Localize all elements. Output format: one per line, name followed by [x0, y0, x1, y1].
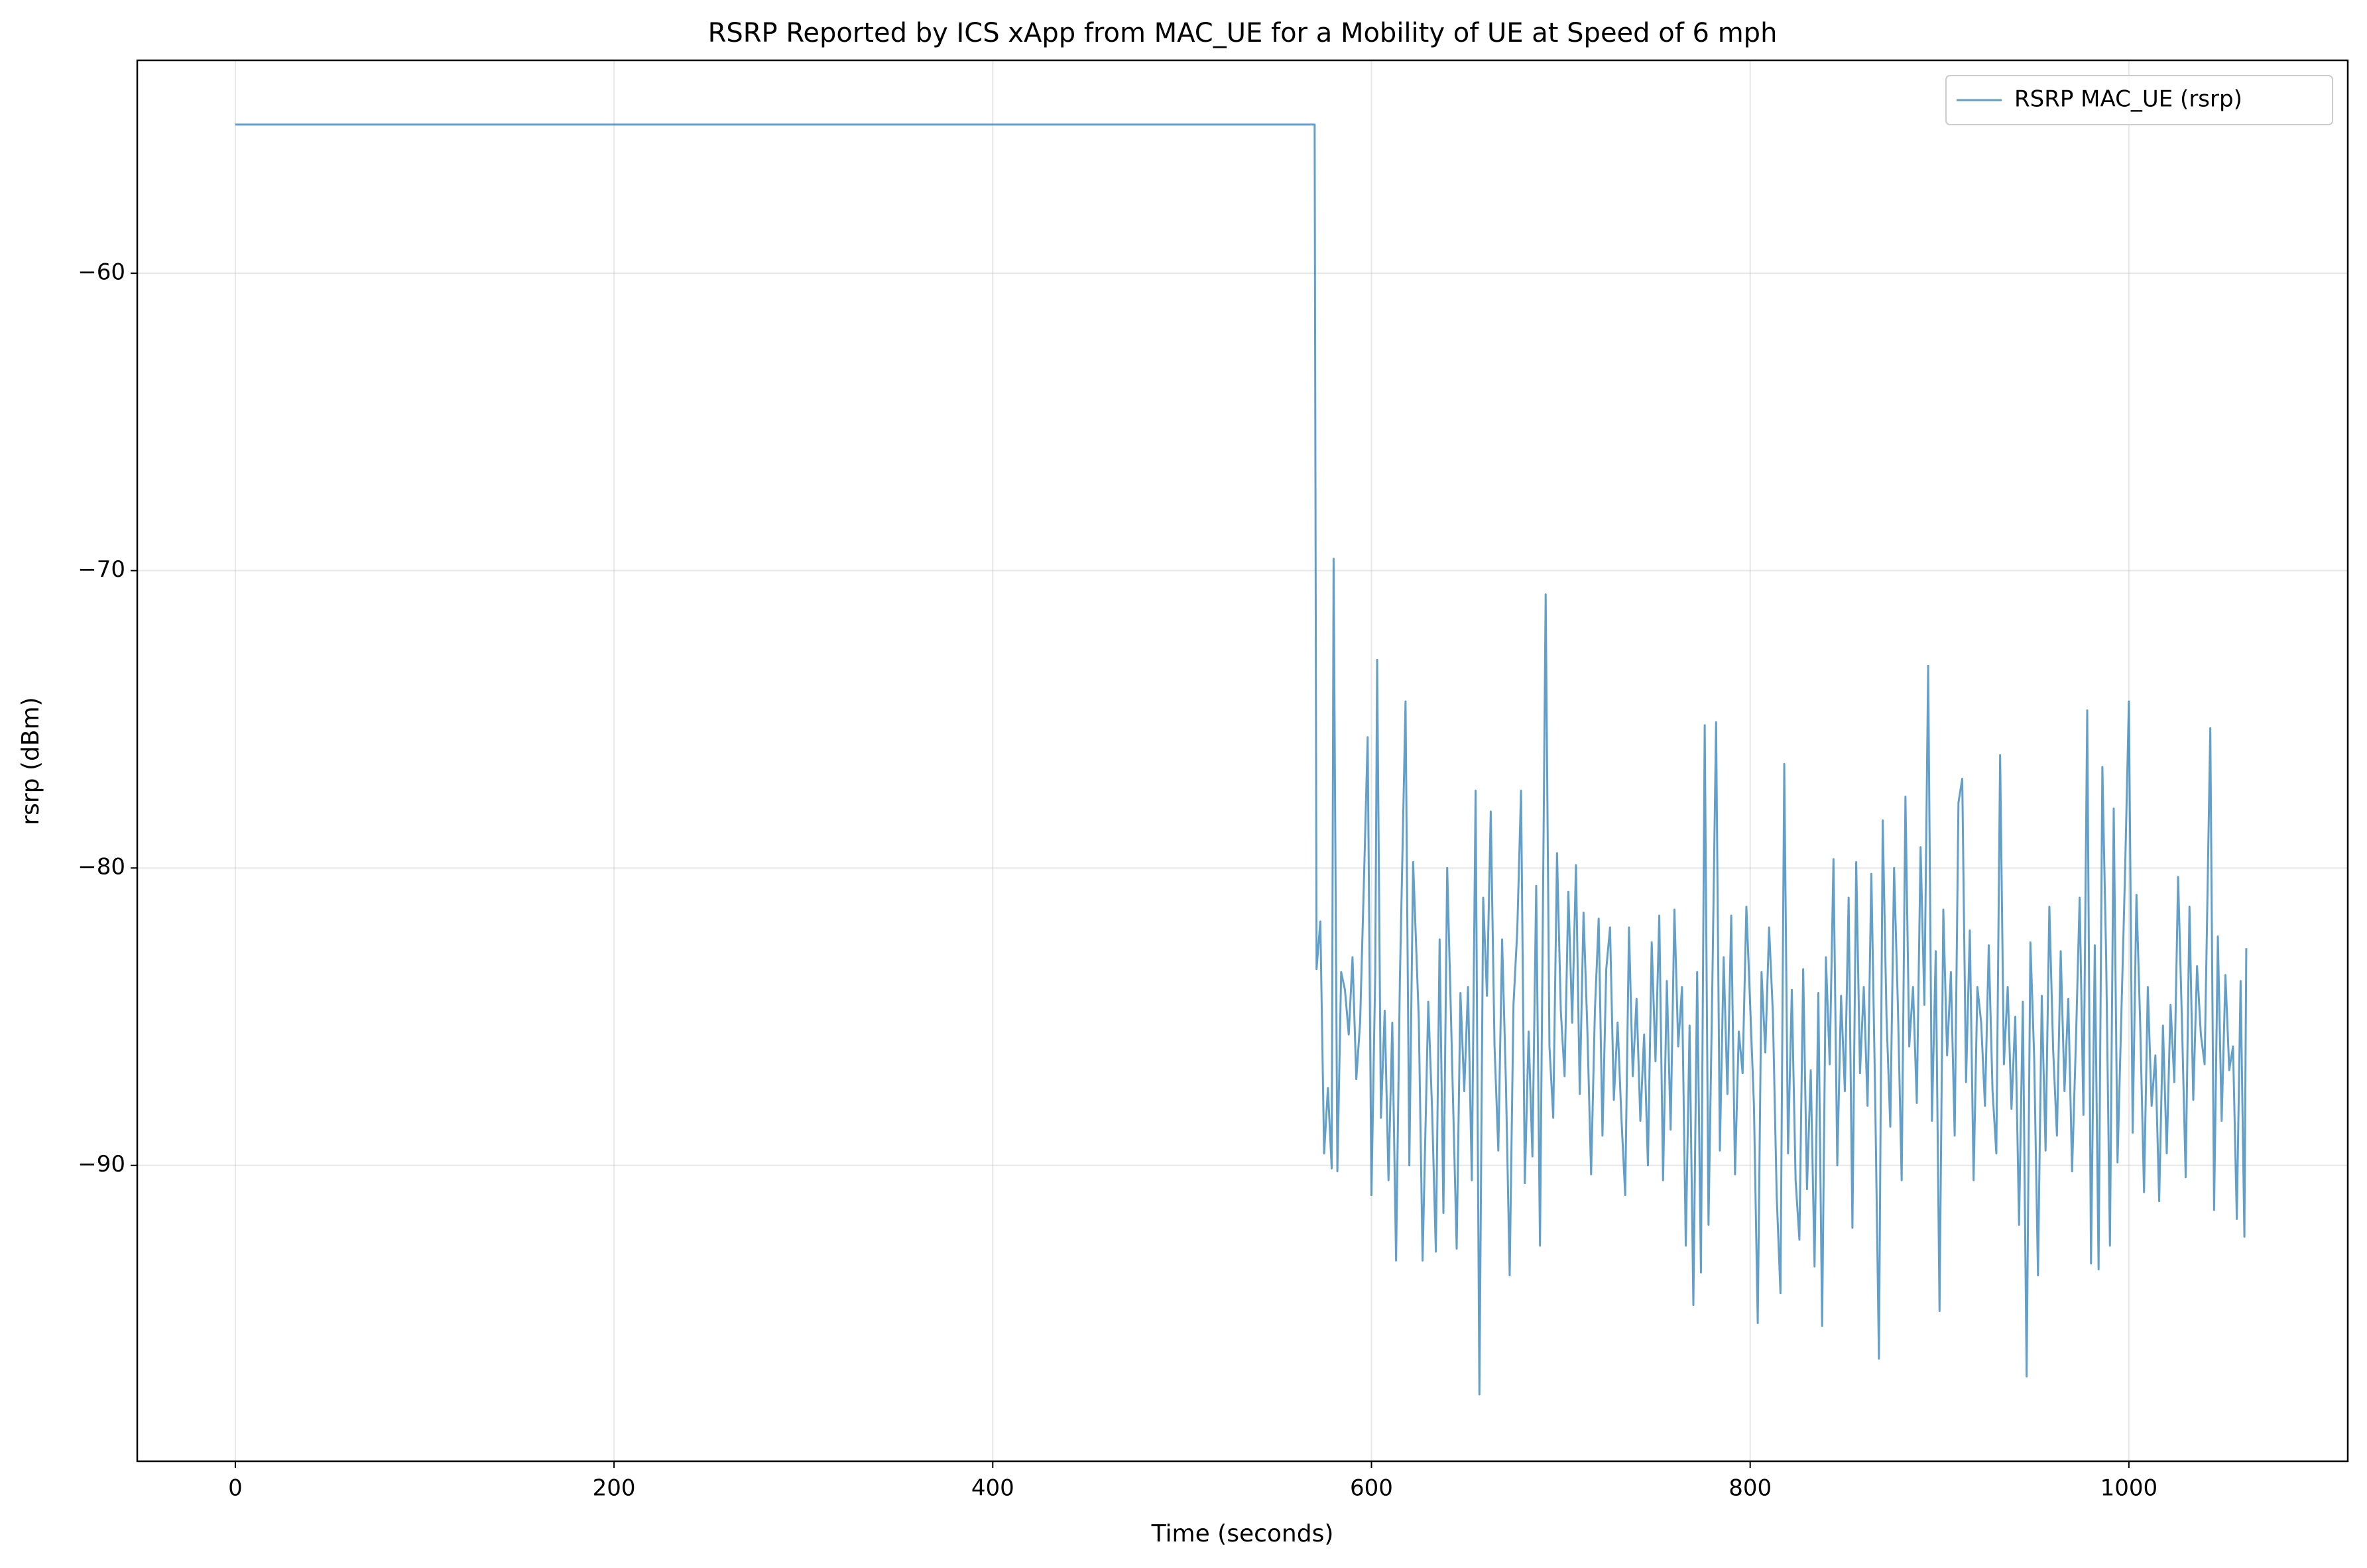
- y-axis-label: rsrp (dBm): [17, 697, 44, 825]
- x-tick-label: 200: [593, 1475, 636, 1502]
- legend-box: [1945, 75, 2333, 125]
- x-tick-label: 600: [1350, 1475, 1393, 1502]
- data-line: [235, 123, 2248, 1396]
- legend-label: RSRP MAC_UE (rsrp): [2014, 86, 2242, 113]
- plot-frame: [136, 59, 2349, 1463]
- x-tick-label: 1000: [2100, 1475, 2158, 1502]
- y-tick-label: −90: [78, 1151, 125, 1177]
- x-tick-label: 0: [228, 1475, 243, 1502]
- x-tick-label: 400: [971, 1475, 1014, 1502]
- x-tick-label: 800: [1729, 1475, 1772, 1502]
- x-axis-label: Time (seconds): [1151, 1520, 1334, 1547]
- y-tick-label: −60: [78, 259, 125, 286]
- y-tick-label: −80: [78, 854, 125, 880]
- y-tick-label: −70: [78, 556, 125, 583]
- chart-title: RSRP Reported by ICS xApp from MAC_UE fo…: [708, 18, 1778, 48]
